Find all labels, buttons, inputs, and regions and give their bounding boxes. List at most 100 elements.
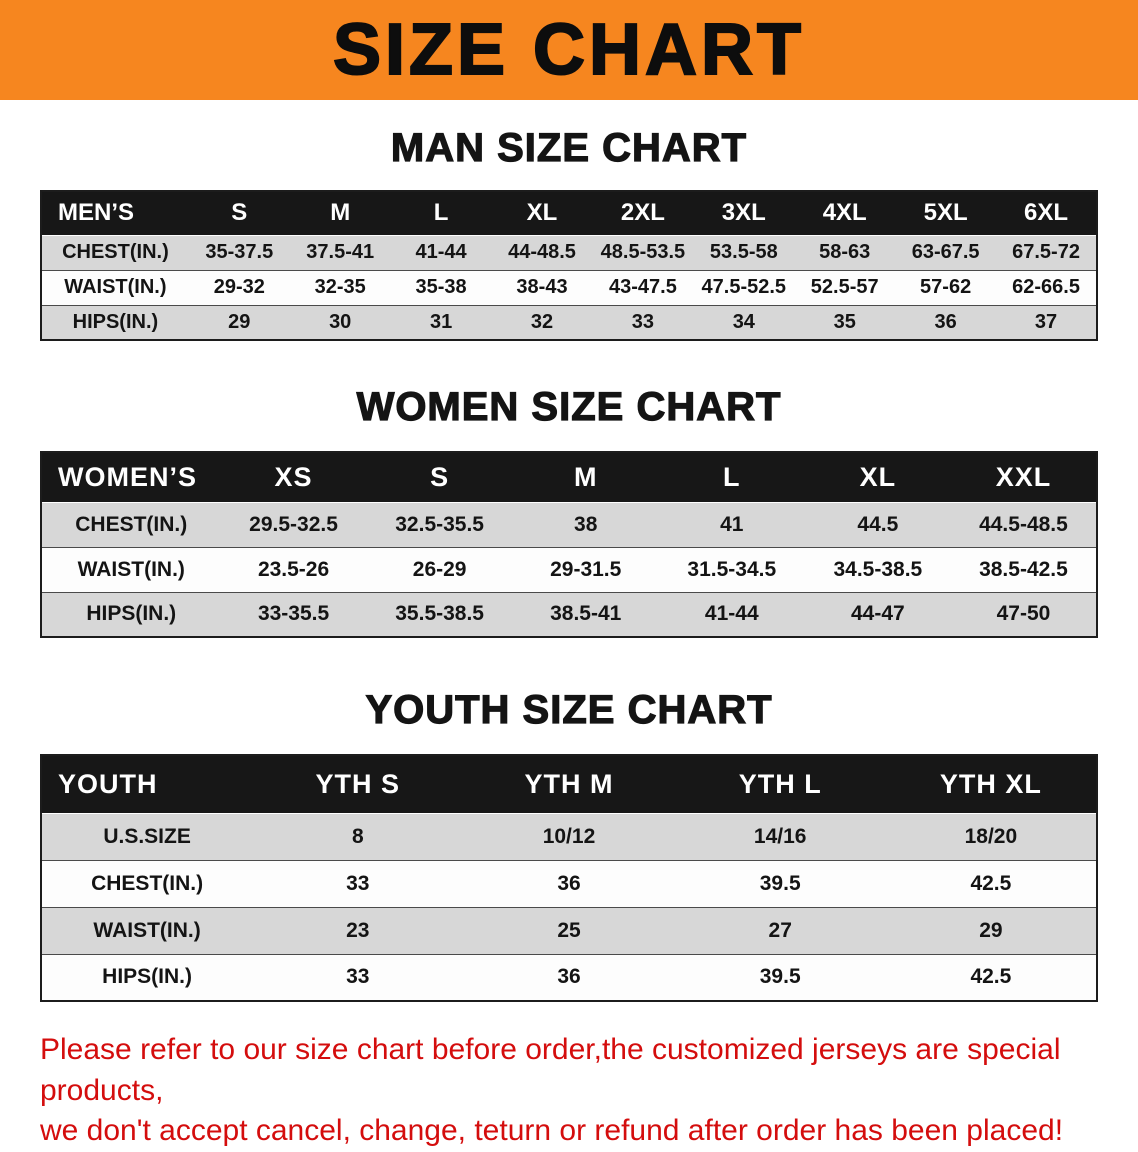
size-value: 30 — [289, 305, 391, 341]
row-label: CHEST(IN.) — [41, 860, 253, 908]
size-value: 53.5-58 — [693, 235, 795, 271]
size-value: 32-35 — [289, 270, 391, 306]
row-label: HIPS(IN.) — [41, 592, 221, 638]
size-column-header: XL — [804, 452, 951, 503]
women-size-table: WOMEN’S XS S M L XL XXL CHEST(IN.) 29.5-32.5 32.5… — [40, 451, 1098, 638]
size-value: 31.5-34.5 — [658, 547, 805, 593]
size-value: 42.5 — [885, 954, 1097, 1002]
size-column-header: 4XL — [794, 191, 896, 236]
row-label: HIPS(IN.) — [41, 954, 253, 1002]
size-value: 29-31.5 — [512, 547, 659, 593]
size-value: 35.5-38.5 — [366, 592, 513, 638]
table-group-label: WOMEN’S — [41, 452, 221, 503]
size-value: 29 — [885, 907, 1097, 955]
size-column-header: M — [289, 191, 391, 236]
size-value: 31 — [390, 305, 492, 341]
size-value: 41 — [658, 502, 805, 548]
notice-line-2: we don't accept cancel, change, teturn o… — [40, 1114, 1064, 1147]
size-value: 57-62 — [895, 270, 997, 306]
size-value: 62-66.5 — [996, 270, 1097, 306]
size-value: 44-47 — [804, 592, 951, 638]
size-value: 32 — [491, 305, 593, 341]
size-column-header: XXL — [950, 452, 1097, 503]
notice-line-1: Please refer to our size chart before or… — [40, 1033, 1061, 1107]
table-row: CHEST(IN.) 29.5-32.5 32.5-35.5 38 41 44.5 44.5… — [41, 502, 1097, 548]
men-size-table: MEN’S S M L XL 2XL 3XL 4XL 5XL 6XL CHEST(IN.) 35-37… — [40, 190, 1098, 341]
row-label: U.S.SIZE — [41, 813, 253, 861]
size-value: 47-50 — [950, 592, 1097, 638]
size-value: 35-37.5 — [188, 235, 290, 271]
size-value: 33-35.5 — [220, 592, 367, 638]
size-column-header: YTH M — [463, 755, 675, 814]
size-value: 39.5 — [674, 954, 886, 1002]
table-row: HIPS(IN.) 33-35.5 35.5-38.5 38.5-41 41-44 44-… — [41, 592, 1097, 638]
size-value: 44.5 — [804, 502, 951, 548]
size-value: 58-63 — [794, 235, 896, 271]
size-column-header: L — [658, 452, 805, 503]
table-row: WAIST(IN.) 23 25 27 29 — [41, 907, 1097, 955]
size-value: 33 — [592, 305, 694, 341]
size-value: 35 — [794, 305, 896, 341]
youth-section: YOUTH SIZE CHART YOUTH YTH S YTH M YTH L YTH… — [0, 687, 1138, 1002]
size-value: 33 — [252, 954, 464, 1002]
size-value: 48.5-53.5 — [592, 235, 694, 271]
size-column-header: 6XL — [996, 191, 1097, 236]
size-value: 29-32 — [188, 270, 290, 306]
row-label: WAIST(IN.) — [41, 907, 253, 955]
size-value: 47.5-52.5 — [693, 270, 795, 306]
size-value: 29 — [188, 305, 290, 341]
size-column-header: XL — [491, 191, 593, 236]
size-value: 14/16 — [674, 813, 886, 861]
size-value: 67.5-72 — [996, 235, 1097, 271]
size-column-header: S — [366, 452, 513, 503]
size-value: 33 — [252, 860, 464, 908]
men-section: MAN SIZE CHART MEN’S S M L XL 2XL 3XL 4XL 5XL 6XL… — [0, 125, 1138, 341]
size-column-header: YTH S — [252, 755, 464, 814]
size-value: 18/20 — [885, 813, 1097, 861]
size-value: 26-29 — [366, 547, 513, 593]
row-label: HIPS(IN.) — [41, 305, 189, 341]
table-row: CHEST(IN.) 35-37.5 37.5-41 41-44 44-48.5 48.5… — [41, 235, 1097, 271]
size-column-header: 5XL — [895, 191, 997, 236]
size-value: 32.5-35.5 — [366, 502, 513, 548]
size-value: 38-43 — [491, 270, 593, 306]
size-value: 38.5-41 — [512, 592, 659, 638]
size-value: 39.5 — [674, 860, 886, 908]
size-column-header: M — [512, 452, 659, 503]
size-value: 37.5-41 — [289, 235, 391, 271]
size-value: 36 — [463, 860, 675, 908]
size-value: 63-67.5 — [895, 235, 997, 271]
page-title: SIZE CHART — [332, 10, 805, 90]
size-value: 27 — [674, 907, 886, 955]
size-column-header: 2XL — [592, 191, 694, 236]
table-row: HIPS(IN.) 33 36 39.5 42.5 — [41, 954, 1097, 1002]
women-heading: WOMEN SIZE CHART — [356, 384, 782, 429]
table-group-label: MEN’S — [41, 191, 189, 236]
size-column-header: YTH L — [674, 755, 886, 814]
men-heading: MAN SIZE CHART — [390, 125, 748, 170]
size-value: 36 — [895, 305, 997, 341]
size-column-header: YTH XL — [885, 755, 1097, 814]
size-value: 43-47.5 — [592, 270, 694, 306]
size-column-header: 3XL — [693, 191, 795, 236]
row-label: WAIST(IN.) — [41, 547, 221, 593]
footer-notice: Please refer to our size chart before or… — [40, 1030, 1098, 1152]
table-header-row: MEN’S S M L XL 2XL 3XL 4XL 5XL 6XL — [41, 191, 1097, 236]
size-value: 8 — [252, 813, 464, 861]
size-value: 23 — [252, 907, 464, 955]
size-value: 44.5-48.5 — [950, 502, 1097, 548]
size-value: 38.5-42.5 — [950, 547, 1097, 593]
size-column-header: S — [188, 191, 290, 236]
row-label: CHEST(IN.) — [41, 502, 221, 548]
row-label: CHEST(IN.) — [41, 235, 189, 271]
youth-size-table: YOUTH YTH S YTH M YTH L YTH XL U.S.SIZE 8 10/12… — [40, 754, 1098, 1002]
size-value: 36 — [463, 954, 675, 1002]
size-column-header: XS — [220, 452, 367, 503]
size-value: 29.5-32.5 — [220, 502, 367, 548]
size-value: 37 — [996, 305, 1097, 341]
size-value: 34.5-38.5 — [804, 547, 951, 593]
table-row: CHEST(IN.) 33 36 39.5 42.5 — [41, 860, 1097, 908]
row-label: WAIST(IN.) — [41, 270, 189, 306]
banner: SIZE CHART — [0, 0, 1138, 100]
